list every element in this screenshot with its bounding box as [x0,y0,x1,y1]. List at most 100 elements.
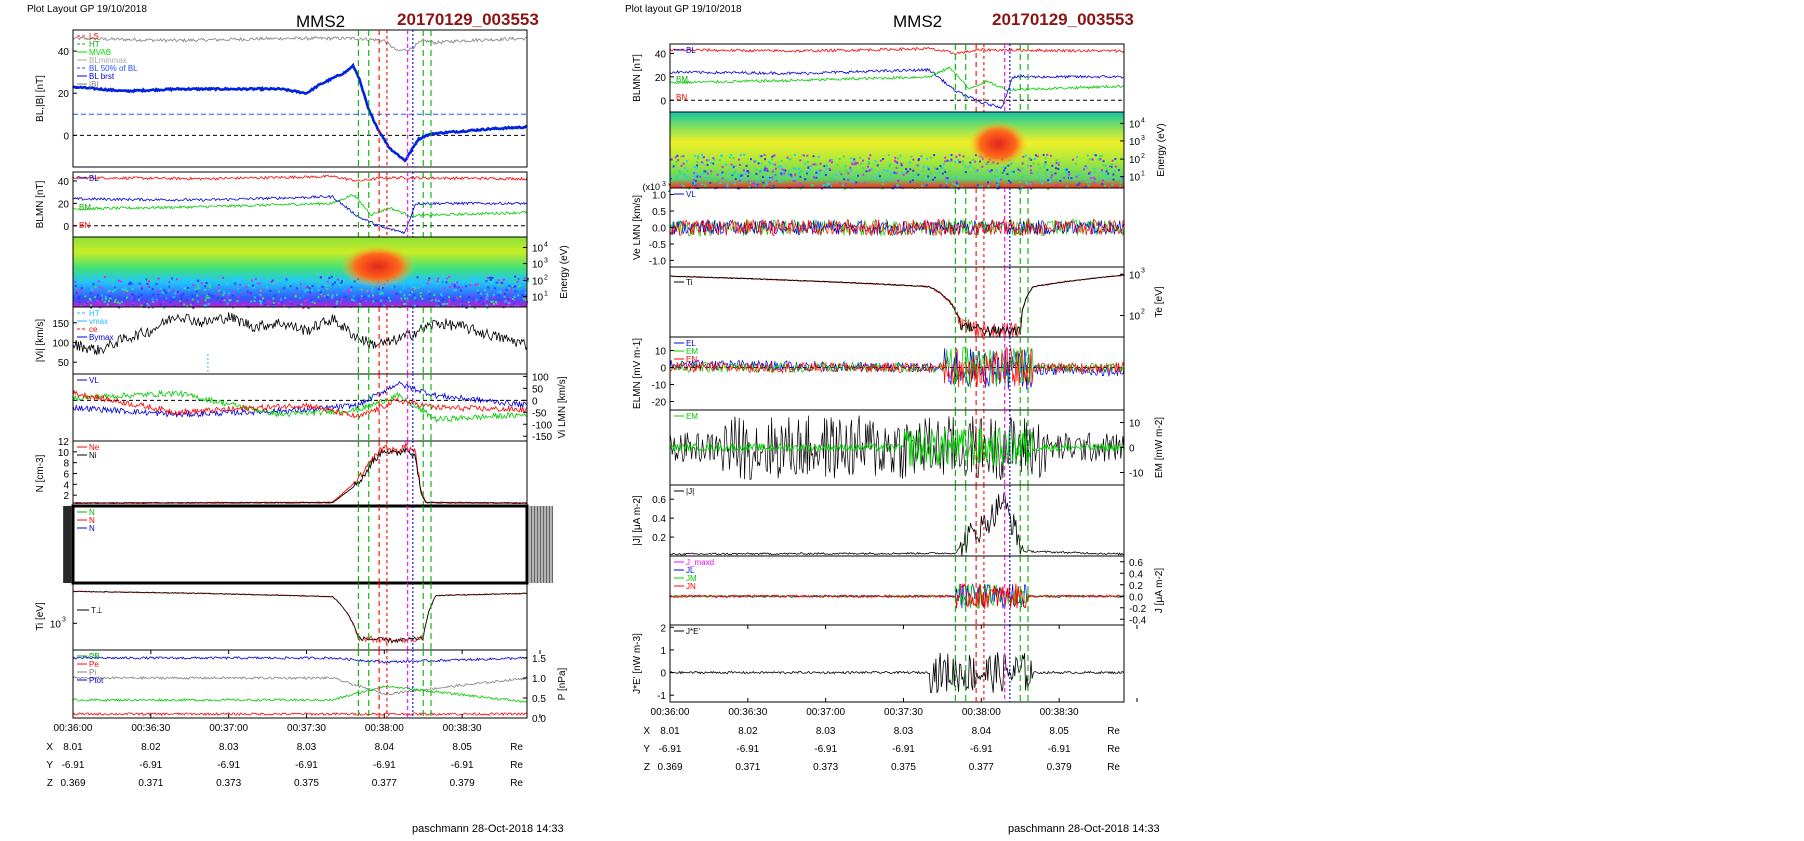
spectrogram-pixel [184,287,187,290]
spectrogram-pixel [336,280,339,283]
spectrogram-pixel [1076,155,1079,158]
spectrogram-pixel [165,298,168,301]
spectrogram-pixel [248,278,251,281]
spectrogram-pixel [447,280,450,283]
spectrogram-pixel [1036,155,1039,158]
spectrogram-pixel [97,280,100,283]
spectrogram-pixel [258,300,261,303]
spectrogram-pixel [304,300,307,303]
spectrogram-pixel [1037,163,1040,166]
spectrogram-pixel [792,178,795,181]
spectrogram-pixel [459,277,462,280]
spectrogram-pixel [1083,168,1086,171]
spectrogram-pixel [388,299,391,302]
spectrogram-pixel [683,173,686,176]
spectrogram-pixel [954,160,957,163]
spectrogram-pixel [206,275,209,278]
spectrogram-pixel [1029,182,1032,185]
spectrogram-pixel [692,179,695,182]
spectrogram-pixel [933,167,936,170]
spectrogram-pixel [400,297,403,300]
y-tick-label: -10 [1129,469,1144,480]
spectrogram-pixel [169,301,172,304]
spectrogram-pixel [677,186,680,189]
y-tick-label: 20 [58,89,70,100]
spectrogram-pixel [445,281,448,284]
spectrogram-pixel [95,299,98,302]
spectrogram-pixel [180,302,183,305]
spectrogram-pixel [1030,181,1033,184]
spectrogram-pixel [323,295,326,298]
spectrogram-pixel [109,291,112,294]
spectrogram-pixel [467,301,470,304]
legend-entry: T⊥ [91,606,103,615]
spectrogram-pixel [273,294,276,297]
spectrogram-pixel [74,285,77,288]
spectrogram-pixel [1016,167,1019,170]
spectrogram-pixel [757,179,760,182]
spectrogram-pixel [783,178,786,181]
spectrogram-pixel [236,287,239,290]
spectrogram-pixel [340,280,343,283]
spectrogram-pixel [481,279,484,282]
spectrogram-pixel [259,293,262,296]
spectrogram-pixel [926,179,929,182]
spectrogram-pixel [98,306,101,309]
spectrogram-pixel [670,179,673,182]
spectrogram-pixel [1057,161,1060,164]
legend-entry: BM [676,75,688,84]
spectrogram-pixel [138,298,141,301]
spectrogram-pixel [107,280,110,283]
spectrogram-pixel [1028,184,1031,187]
spectrogram-pixel [216,297,219,300]
spectrogram-pixel [231,294,234,297]
spectrogram-pixel [986,181,989,184]
spectrogram-pixel [238,276,241,279]
spectrogram-pixel [772,154,775,157]
spectrogram-pixel [74,280,77,283]
spectrogram-pixel [168,285,171,288]
spectrogram-pixel [699,175,702,178]
spectrogram-pixel [1102,164,1105,167]
spectrogram-pixel [497,279,500,282]
spectrogram-pixel [1046,168,1049,171]
spectrogram-pixel [1020,185,1023,188]
spectrogram-pixel [1086,154,1089,157]
spectrogram-pixel [910,155,913,158]
y-tick-label: 150 [52,319,69,330]
spectrogram-pixel [168,281,171,284]
spectrogram-pixel [277,302,280,305]
spectrogram-pixel [938,171,941,174]
spectrogram-pixel [694,155,697,158]
spectrogram-pixel [414,287,417,290]
spectrogram-pixel [854,183,857,186]
ephem-unit: Re [510,760,523,771]
spectrogram-pixel [918,158,921,161]
spectrogram-pixel [404,302,407,305]
spectrogram-pixel [807,166,810,169]
spectrogram-pixel [737,172,740,175]
spectrogram-pixel [113,286,116,289]
spectrogram-pixel [204,299,207,302]
spectrogram-pixel [151,306,154,309]
spectrogram-pixel [676,175,679,178]
spectrogram-pixel [917,173,920,176]
spectrogram-pixel [372,294,375,297]
ephem-value: 0.377 [372,778,397,789]
spectrogram-pixel [955,184,958,187]
spectrogram-pixel [1025,181,1028,184]
spectrogram-pixel [362,289,365,292]
spectrogram-pixel [1091,158,1094,161]
spectrogram-pixel [1044,161,1047,164]
spectrogram-pixel [728,178,731,181]
series-line-BM [669,65,1125,92]
spectrogram-pixel [391,305,394,308]
spectrogram-pixel [674,164,677,167]
spectrogram-pixel [96,296,99,299]
series-line-Te [669,274,1124,338]
spectrogram-pixel [766,177,769,180]
spectrogram-pixel [741,178,744,181]
spectrogram-pixel [149,277,152,280]
spectrogram-pixel [969,164,972,167]
spectrogram-pixel [851,179,854,182]
